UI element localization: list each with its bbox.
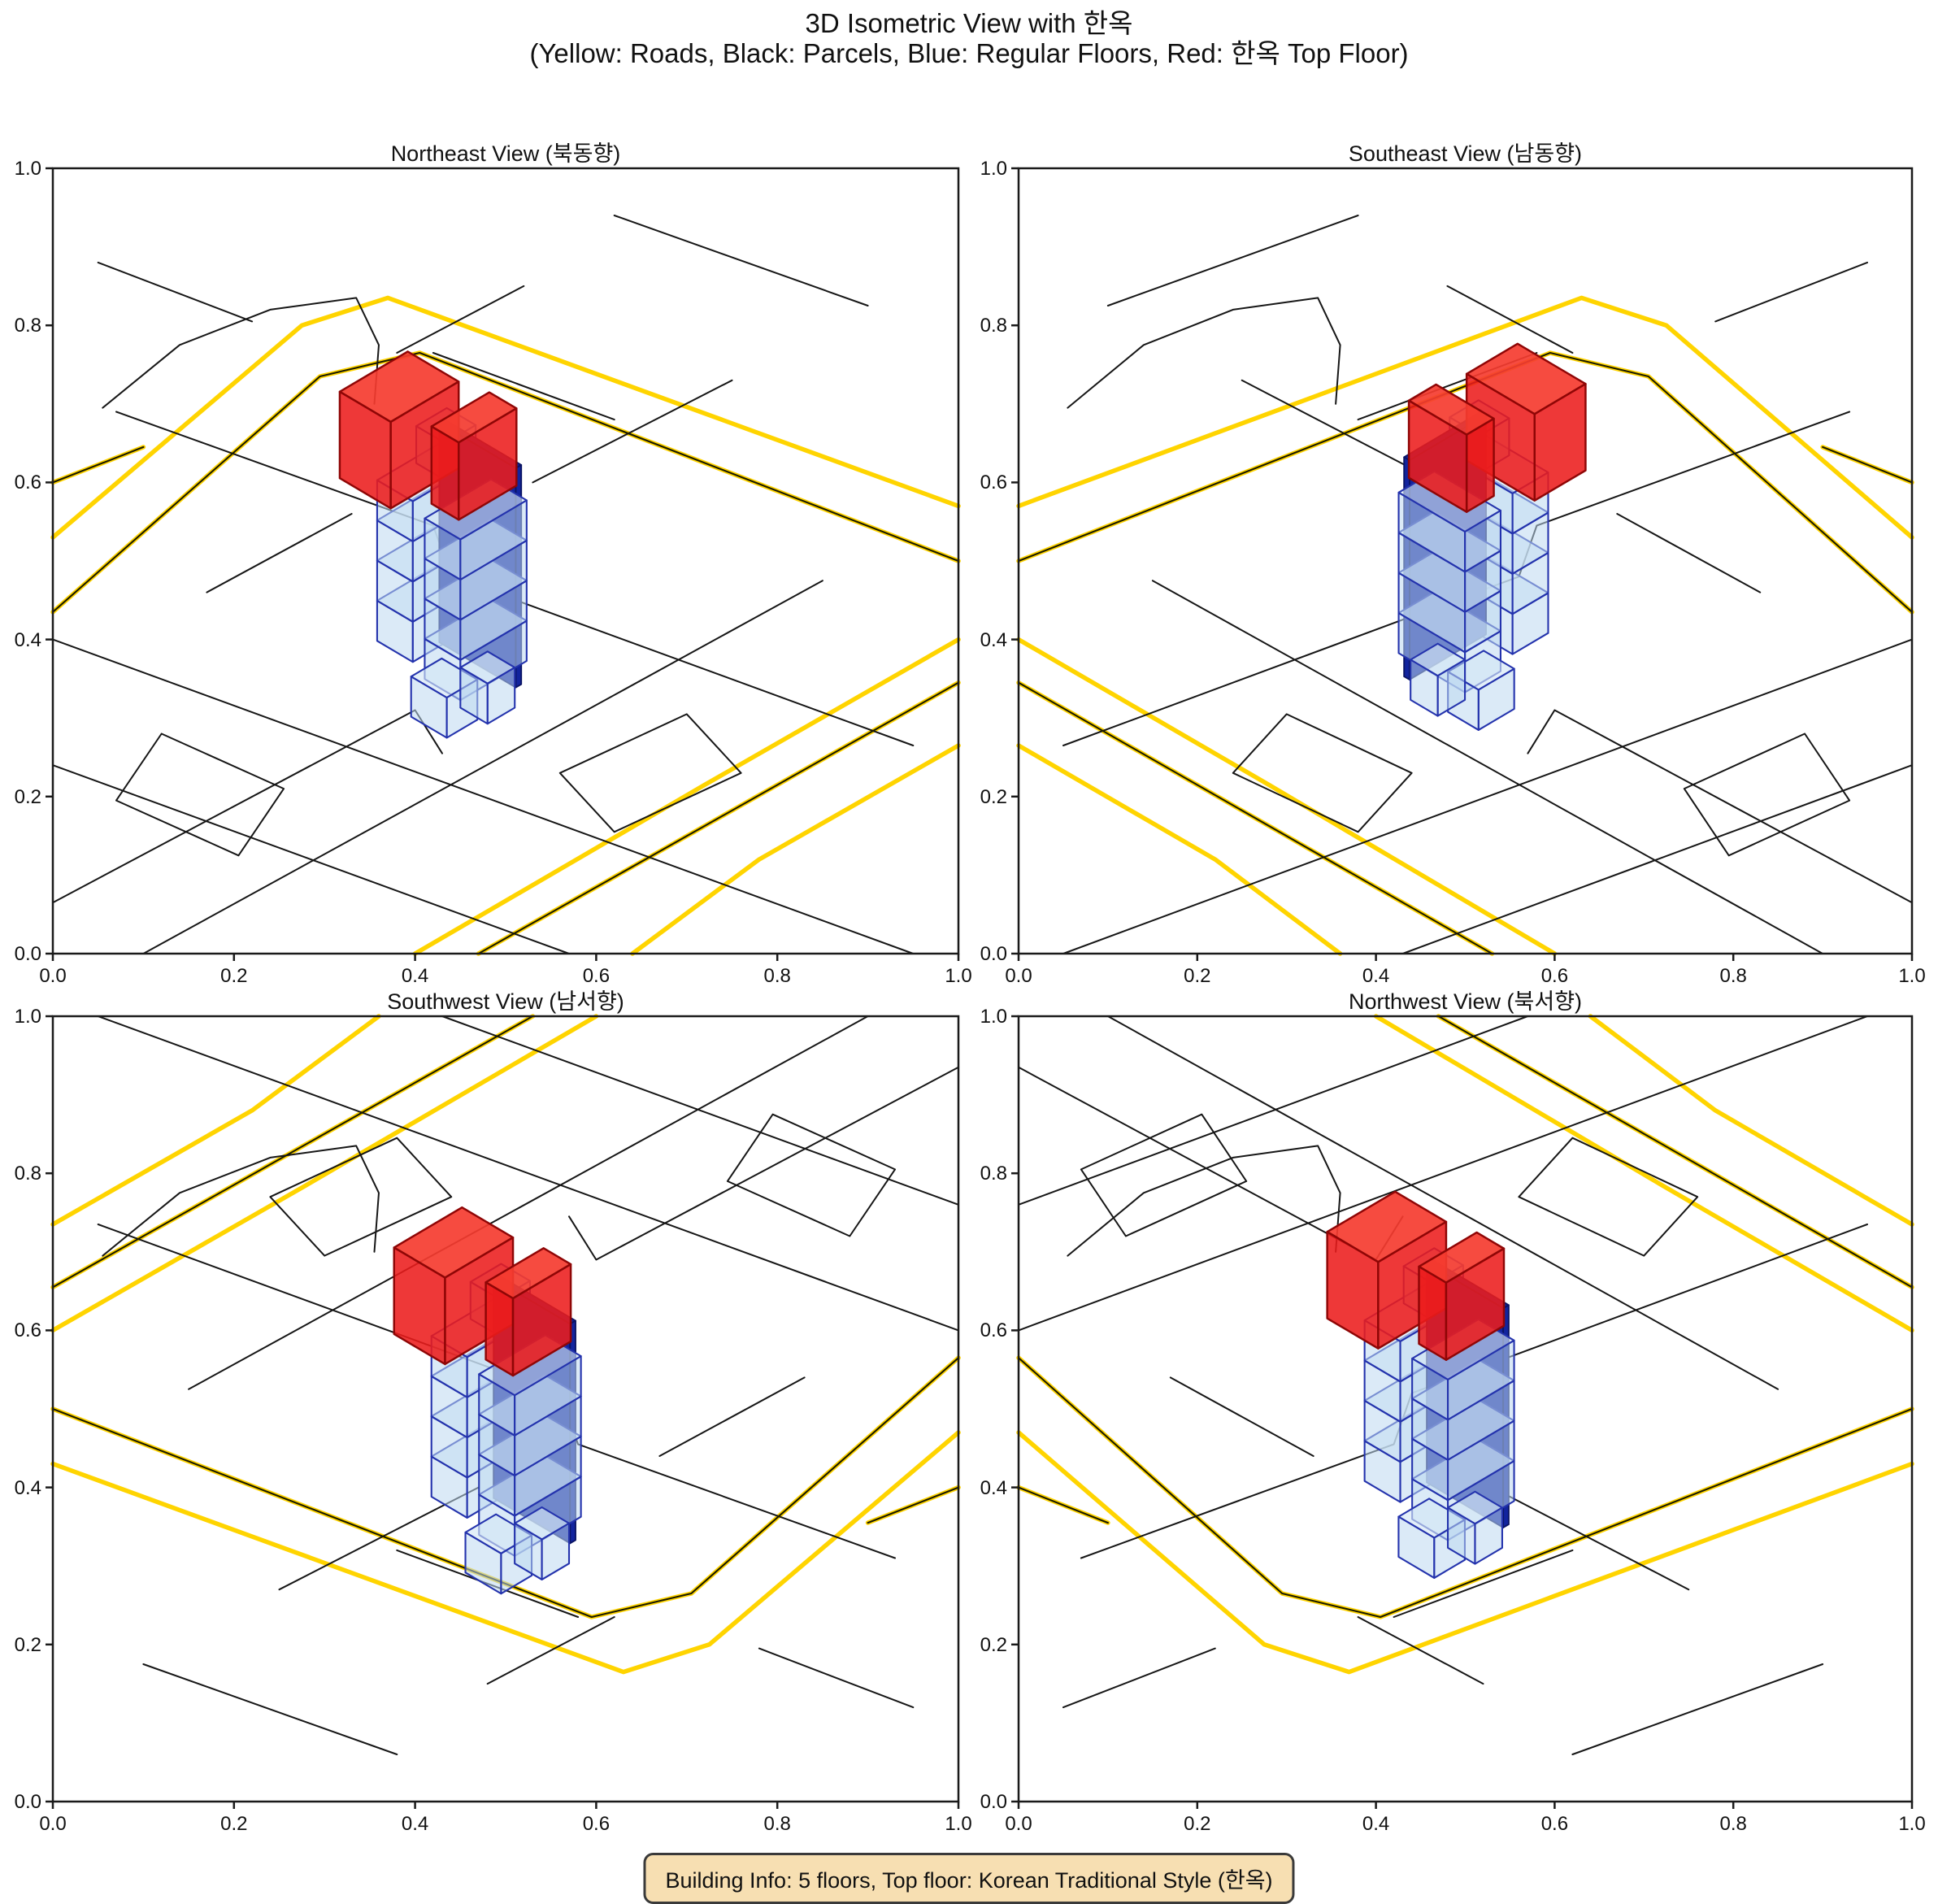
x-tick-label: 0.4	[401, 1813, 429, 1835]
y-tick-label: 0.8	[980, 315, 1007, 337]
y-tick-label: 0.2	[980, 785, 1007, 808]
y-tick-label: 0.0	[14, 943, 41, 965]
x-tick-label: 0.4	[1362, 1813, 1390, 1835]
x-tick-label: 0.0	[39, 1813, 67, 1835]
y-tick-label: 0.6	[14, 1319, 41, 1342]
x-tick-label: 0.2	[1184, 965, 1211, 987]
x-tick-label: 0.4	[1362, 965, 1390, 987]
y-tick-label: 0.6	[14, 472, 41, 494]
x-tick-label: 0.2	[1184, 1813, 1211, 1835]
subplot-title-southeast: Southeast View (남동향)	[1348, 141, 1583, 166]
y-tick-label: 0.4	[980, 628, 1007, 651]
x-tick-label: 0.8	[1719, 965, 1747, 987]
subplot-southeast: Southeast View (남동향) 0.0 0.2 0.4 0.6 0.8 1.0 0…	[980, 141, 1926, 987]
subplot-title-northeast: Northeast View (북동향)	[390, 141, 621, 166]
figure-title: 3D Isometric View with 한옥	[805, 8, 1133, 38]
x-tick-label: 0.0	[1005, 965, 1032, 987]
y-tick-label: 1.0	[980, 1006, 1007, 1028]
subplot-northwest: Northwest View (북서향) 0.0 0.2 0.4 0.6 0.8 1.0 0…	[980, 989, 1926, 1835]
y-tick-label: 0.6	[980, 1319, 1007, 1342]
x-tick-label: 1.0	[1898, 965, 1926, 987]
x-tick-label: 0.4	[401, 965, 429, 987]
y-tick-label: 1.0	[980, 158, 1007, 180]
x-tick-label: 0.2	[220, 965, 248, 987]
x-tick-label: 0.6	[1540, 965, 1569, 987]
plot-area-southeast	[1011, 167, 1914, 961]
y-tick-label: 1.0	[14, 158, 41, 180]
x-tick-label: 0.6	[1540, 1813, 1569, 1835]
plot-area-southwest	[46, 1014, 961, 1809]
y-tick-label: 0.8	[980, 1163, 1007, 1185]
y-tick-label: 0.0	[980, 1791, 1007, 1813]
y-tick-label: 0.4	[980, 1476, 1007, 1499]
subplot-title-southwest: Southwest View (남서향)	[387, 989, 624, 1014]
x-tick-label: 0.8	[763, 965, 791, 987]
y-tick-label: 0.0	[980, 943, 1007, 965]
plot-area-northwest	[1011, 1014, 1914, 1809]
x-tick-label: 0.6	[582, 1813, 611, 1835]
x-tick-label: 1.0	[1898, 1813, 1926, 1835]
x-tick-label: 0.6	[582, 965, 611, 987]
y-tick-label: 0.2	[14, 785, 41, 808]
x-tick-label: 0.8	[1719, 1813, 1747, 1835]
x-tick-label: 1.0	[945, 1813, 972, 1835]
subplot-northeast: Northeast View (북동향) 0.0 0.2 0.4 0.6 0.8 1.0 0…	[15, 141, 972, 987]
subplot-southwest: Southwest View (남서향) 0.0 0.2 0.4 0.6 0.8 1.0 0…	[15, 989, 972, 1835]
plot-area-northeast	[46, 167, 961, 961]
y-tick-label: 0.0	[14, 1791, 41, 1813]
x-tick-label: 0.0	[39, 965, 67, 987]
y-tick-label: 1.0	[14, 1006, 41, 1028]
subplot-title-northwest: Northwest View (북서향)	[1348, 989, 1583, 1014]
figure-subtitle: (Yellow: Roads, Black: Parcels, Blue: Re…	[529, 38, 1409, 68]
y-tick-label: 0.6	[980, 472, 1007, 494]
building-info-box: Building Info: 5 floors, Top floor: Kore…	[643, 1853, 1295, 1904]
y-tick-label: 0.4	[14, 628, 41, 651]
y-tick-label: 0.2	[980, 1633, 1007, 1656]
x-tick-label: 1.0	[945, 965, 972, 987]
y-tick-label: 0.8	[14, 1163, 41, 1185]
y-tick-label: 0.4	[14, 1476, 41, 1499]
x-tick-label: 0.8	[763, 1813, 791, 1835]
y-tick-label: 0.8	[14, 315, 41, 337]
x-tick-label: 0.0	[1005, 1813, 1032, 1835]
y-tick-label: 0.2	[14, 1633, 41, 1656]
x-tick-label: 0.2	[220, 1813, 248, 1835]
